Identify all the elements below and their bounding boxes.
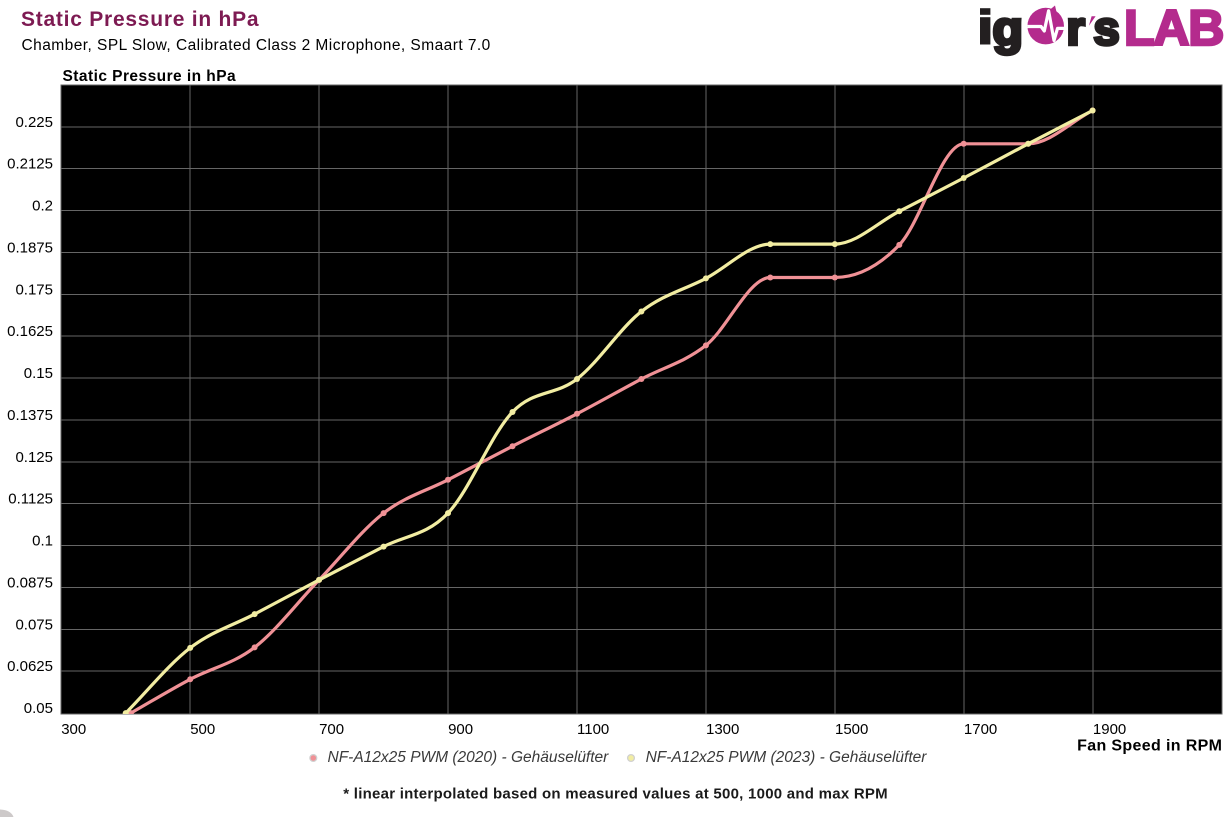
svg-text:0.125: 0.125	[15, 449, 53, 466]
svg-text:1700: 1700	[964, 721, 997, 738]
svg-text:NF-A12x25 PWM (2023) - Gehäuse: NF-A12x25 PWM (2023) - Gehäuselüfter	[646, 749, 928, 766]
svg-text:500: 500	[190, 721, 215, 738]
svg-text:Static Pressure in hPa: Static Pressure in hPa	[21, 8, 259, 31]
svg-text:1500: 1500	[835, 721, 868, 738]
svg-text:0.1: 0.1	[32, 533, 53, 550]
svg-text:700: 700	[319, 721, 344, 738]
svg-text:0.075: 0.075	[15, 616, 53, 633]
svg-text:r: r	[1067, 2, 1085, 55]
svg-text:* linear interpolated based on: * linear interpolated based on measured …	[343, 785, 888, 802]
svg-text:300: 300	[61, 721, 86, 738]
svg-text:0.1625: 0.1625	[7, 323, 53, 340]
svg-text:0.05: 0.05	[24, 700, 53, 717]
svg-text:s: s	[1094, 2, 1120, 55]
svg-text:1100: 1100	[577, 721, 609, 738]
svg-text:0.2125: 0.2125	[7, 156, 53, 173]
svg-text:LAB: LAB	[1124, 0, 1223, 56]
svg-text:g: g	[993, 2, 1024, 55]
svg-text:0.225: 0.225	[15, 114, 53, 131]
svg-text:0.2: 0.2	[32, 198, 53, 215]
svg-text:0.175: 0.175	[15, 281, 53, 298]
svg-text:1300: 1300	[706, 721, 739, 738]
svg-text:Static Pressure in hPa: Static Pressure in hPa	[63, 68, 237, 85]
svg-text:1900: 1900	[1093, 721, 1126, 738]
svg-text:NF-A12x25 PWM (2020) - Gehäuse: NF-A12x25 PWM (2020) - Gehäuselüfter	[328, 749, 610, 766]
svg-text:0.0625: 0.0625	[7, 658, 53, 675]
svg-text:0.1375: 0.1375	[7, 407, 53, 424]
svg-text:0.1875: 0.1875	[7, 239, 53, 256]
svg-text:0.1125: 0.1125	[8, 491, 53, 508]
svg-text:Chamber, SPL Slow, Calibrated: Chamber, SPL Slow, Calibrated Class 2 Mi…	[22, 37, 491, 54]
svg-text:0.0875: 0.0875	[7, 574, 53, 591]
svg-text:0.15: 0.15	[24, 365, 53, 382]
svg-text:900: 900	[448, 721, 473, 738]
svg-text:Fan Speed in RPM: Fan Speed in RPM	[1077, 737, 1222, 754]
